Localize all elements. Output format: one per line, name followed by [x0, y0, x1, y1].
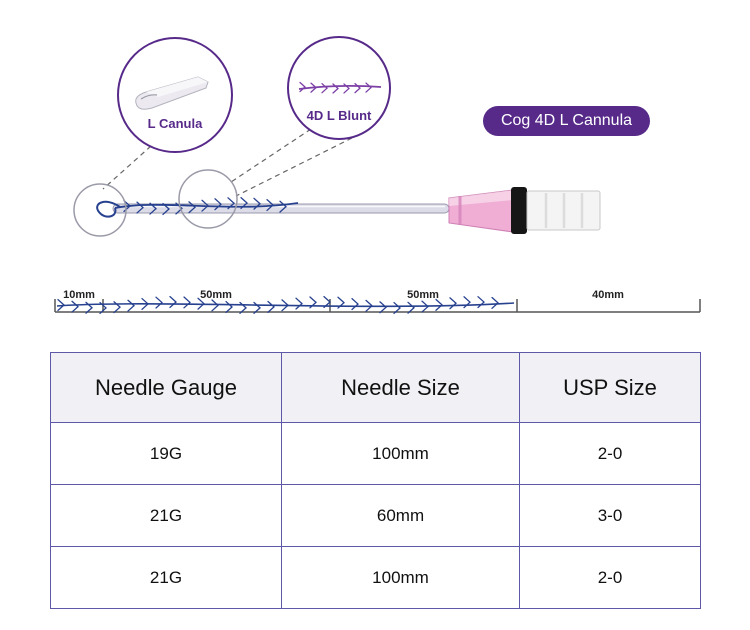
blunt-thread-barbs	[299, 81, 372, 94]
table-header-row: Needle Gauge Needle Size USP Size	[50, 352, 701, 423]
ruler-segment-label: 50mm	[200, 289, 232, 301]
col-header-needle-size: Needle Size	[281, 352, 520, 423]
col-header-usp-size: USP Size	[519, 352, 701, 423]
barbed-thread	[96, 196, 299, 218]
ruler-segment-label: 40mm	[592, 289, 624, 301]
table-cell: 60mm	[281, 484, 520, 547]
callout-4d-l-blunt	[287, 36, 391, 140]
ruler-segment-label: 10mm	[63, 289, 95, 301]
table-cell: 2-0	[519, 546, 701, 609]
ruler-segment-label: 50mm	[407, 289, 439, 301]
table-cell: 19G	[50, 422, 282, 485]
table-cell: 100mm	[281, 422, 520, 485]
cannula-device-illustration	[112, 187, 601, 234]
col-header-needle-gauge: Needle Gauge	[50, 352, 282, 423]
table-cell: 3-0	[519, 484, 701, 547]
table-cell: 100mm	[281, 546, 520, 609]
callout-l-canula	[117, 37, 233, 153]
product-name-badge: Cog 4D L Cannula	[483, 106, 650, 136]
l-canula-tip-illustration	[135, 76, 209, 110]
callout-label-l-canula: L Canula	[147, 116, 203, 131]
collar	[511, 187, 527, 234]
cannula-diagram	[54, 36, 701, 315]
ruler-thread-barbs	[57, 295, 499, 315]
magnifier-ring-thread	[178, 169, 238, 229]
table-cell: 2-0	[519, 422, 701, 485]
table-row: 19G 100mm 2-0	[50, 422, 701, 485]
table-cell: 21G	[50, 546, 282, 609]
table-cell: 21G	[50, 484, 282, 547]
table-row: 21G 60mm 3-0	[50, 484, 701, 547]
magnifier-ring-tip	[73, 183, 127, 237]
table-row: 21G 100mm 2-0	[50, 546, 701, 609]
callout-connector-lines	[102, 128, 353, 197]
length-ruler	[54, 295, 701, 315]
callout-label-4d-l-blunt: 4D L Blunt	[306, 108, 372, 123]
spec-table: Needle Gauge Needle Size USP Size 19G 10…	[50, 352, 701, 609]
thread-barbs	[123, 196, 287, 216]
